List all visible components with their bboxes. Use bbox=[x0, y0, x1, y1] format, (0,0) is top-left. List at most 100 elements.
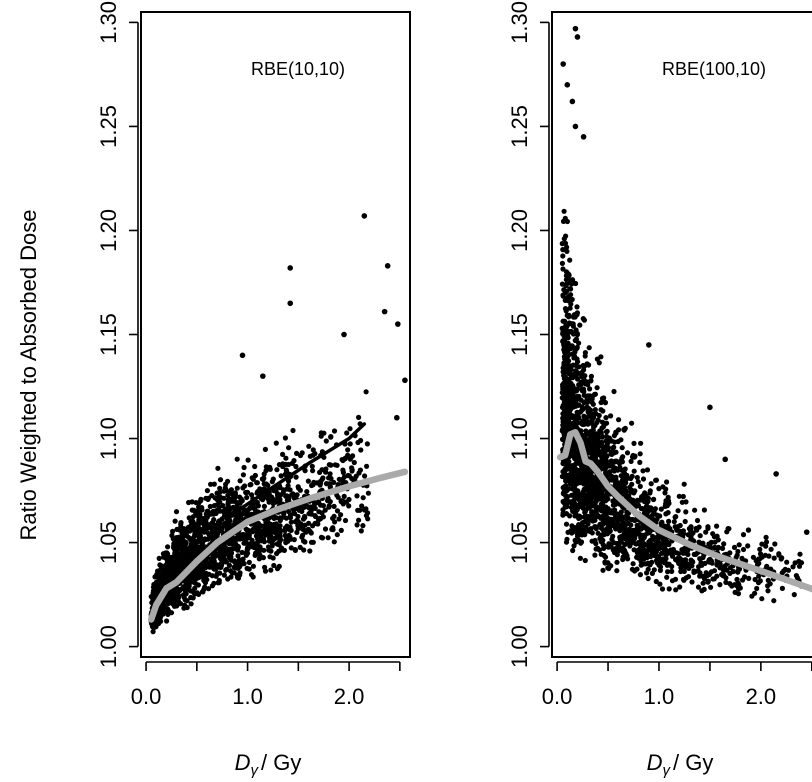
data-point bbox=[570, 362, 576, 368]
y-tick-label: 1.15 bbox=[507, 313, 532, 356]
data-point bbox=[601, 395, 607, 401]
data-point bbox=[560, 218, 567, 224]
data-point bbox=[315, 521, 321, 527]
data-point bbox=[326, 503, 332, 509]
data-point bbox=[561, 490, 567, 497]
data-point bbox=[560, 266, 566, 272]
data-point bbox=[593, 546, 599, 552]
data-point bbox=[577, 555, 584, 561]
data-point bbox=[634, 522, 640, 528]
data-point bbox=[563, 269, 570, 275]
data-point bbox=[560, 411, 566, 417]
data-point bbox=[196, 519, 202, 525]
data-point bbox=[624, 450, 631, 456]
data-point bbox=[622, 523, 628, 530]
data-point bbox=[574, 344, 580, 350]
data-point bbox=[576, 364, 582, 370]
data-point bbox=[293, 463, 299, 470]
data-point bbox=[323, 481, 330, 487]
data-point bbox=[563, 539, 570, 545]
data-point bbox=[234, 456, 240, 462]
data-point bbox=[567, 513, 573, 519]
data-point bbox=[599, 439, 605, 446]
data-point bbox=[338, 527, 344, 534]
data-point bbox=[675, 508, 681, 514]
data-point bbox=[562, 360, 568, 366]
data-point bbox=[740, 532, 747, 538]
data-point bbox=[560, 293, 566, 299]
data-point bbox=[624, 553, 630, 559]
data-point bbox=[610, 502, 617, 508]
data-point bbox=[637, 546, 643, 552]
data-point bbox=[637, 572, 644, 578]
data-point bbox=[295, 513, 301, 520]
data-point bbox=[592, 502, 598, 508]
data-point bbox=[226, 541, 232, 547]
data-point bbox=[325, 495, 331, 501]
data-point bbox=[176, 594, 182, 600]
data-point-outlier bbox=[560, 61, 567, 67]
panel-label-background bbox=[655, 55, 773, 83]
data-point bbox=[608, 451, 614, 457]
data-point bbox=[637, 451, 643, 457]
data-point bbox=[578, 514, 584, 520]
data-point bbox=[599, 496, 605, 503]
data-point bbox=[614, 559, 620, 565]
data-point bbox=[300, 538, 307, 544]
data-point bbox=[332, 519, 338, 525]
data-point bbox=[754, 585, 760, 592]
data-point bbox=[616, 417, 622, 423]
data-point bbox=[610, 498, 616, 504]
data-point bbox=[563, 521, 570, 527]
data-point bbox=[640, 476, 647, 482]
data-point bbox=[605, 445, 612, 451]
data-point bbox=[634, 503, 640, 509]
data-point bbox=[560, 247, 566, 253]
data-point bbox=[573, 370, 579, 376]
data-point bbox=[759, 541, 765, 547]
data-point bbox=[666, 586, 672, 592]
data-point bbox=[255, 509, 261, 515]
data-point bbox=[287, 527, 293, 533]
data-point bbox=[261, 503, 267, 509]
data-point bbox=[681, 481, 687, 487]
data-point bbox=[209, 573, 215, 579]
data-point bbox=[192, 552, 198, 558]
data-point bbox=[583, 492, 589, 498]
data-point bbox=[186, 499, 192, 506]
data-point bbox=[200, 515, 206, 522]
data-point bbox=[645, 575, 651, 582]
data-point bbox=[233, 537, 239, 543]
data-point bbox=[178, 520, 184, 526]
data-point bbox=[715, 544, 722, 551]
data-point bbox=[563, 478, 569, 484]
data-point bbox=[347, 426, 353, 432]
data-point bbox=[720, 565, 726, 571]
data-point bbox=[567, 305, 573, 311]
data-point bbox=[187, 526, 193, 532]
data-point bbox=[647, 488, 653, 494]
data-point bbox=[581, 317, 588, 323]
data-point-outlier bbox=[287, 300, 294, 307]
data-point bbox=[271, 515, 277, 522]
data-point bbox=[601, 528, 607, 534]
data-point bbox=[250, 563, 256, 569]
data-point bbox=[346, 496, 352, 503]
data-point bbox=[174, 585, 180, 591]
data-point bbox=[276, 462, 282, 468]
data-point bbox=[734, 583, 740, 589]
data-point bbox=[256, 538, 262, 544]
data-point bbox=[570, 331, 577, 337]
data-point bbox=[287, 534, 293, 540]
data-point-outlier bbox=[564, 82, 571, 88]
data-point bbox=[359, 503, 365, 509]
trend-line-black bbox=[225, 422, 367, 520]
x-axis-title-unit: / Gy bbox=[673, 750, 713, 775]
data-point bbox=[791, 592, 797, 598]
data-point bbox=[270, 476, 276, 482]
data-point-outlier bbox=[361, 213, 368, 219]
data-point bbox=[183, 591, 189, 597]
data-point bbox=[568, 421, 574, 427]
data-point bbox=[763, 534, 769, 541]
data-point bbox=[223, 545, 229, 551]
